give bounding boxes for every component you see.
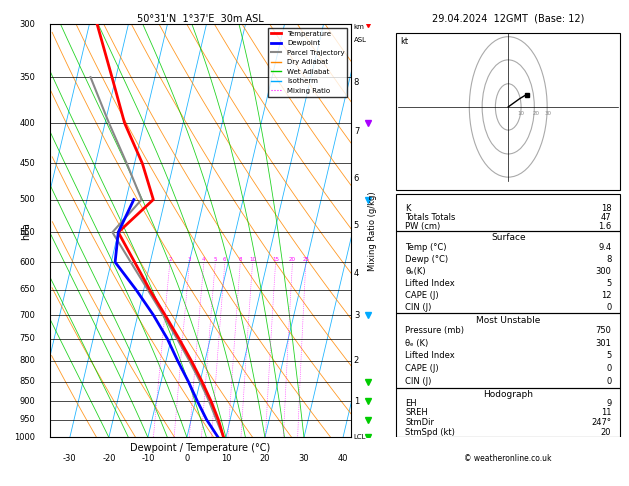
Text: CAPE (J): CAPE (J) bbox=[405, 364, 439, 373]
Text: 10: 10 bbox=[221, 454, 231, 463]
Text: 900: 900 bbox=[19, 397, 35, 406]
Text: 5: 5 bbox=[606, 351, 611, 360]
Text: Pressure (mb): Pressure (mb) bbox=[405, 326, 464, 335]
Text: -30: -30 bbox=[63, 454, 77, 463]
Text: 12: 12 bbox=[601, 291, 611, 300]
Text: 4: 4 bbox=[354, 269, 359, 278]
Text: θₑ (K): θₑ (K) bbox=[405, 339, 428, 347]
Text: 1: 1 bbox=[354, 397, 359, 406]
Text: 500: 500 bbox=[19, 195, 35, 204]
Text: km: km bbox=[354, 24, 365, 30]
Text: 15: 15 bbox=[272, 257, 279, 262]
Text: CIN (J): CIN (J) bbox=[405, 303, 431, 312]
Text: 1.6: 1.6 bbox=[598, 222, 611, 231]
Text: 8: 8 bbox=[354, 78, 359, 87]
Text: 20: 20 bbox=[532, 111, 539, 116]
Text: SREH: SREH bbox=[405, 408, 428, 417]
Text: 10: 10 bbox=[517, 111, 525, 116]
Text: -10: -10 bbox=[141, 454, 155, 463]
Title: 50°31'N  1°37'E  30m ASL: 50°31'N 1°37'E 30m ASL bbox=[137, 14, 264, 23]
Text: 8: 8 bbox=[238, 257, 242, 262]
Text: 400: 400 bbox=[19, 119, 35, 127]
Text: 20: 20 bbox=[601, 428, 611, 437]
Text: 4: 4 bbox=[202, 257, 206, 262]
Text: 950: 950 bbox=[19, 416, 35, 424]
Text: 10: 10 bbox=[249, 257, 256, 262]
Text: 750: 750 bbox=[596, 326, 611, 335]
Text: 300: 300 bbox=[596, 267, 611, 276]
Text: Lifted Index: Lifted Index bbox=[405, 279, 455, 288]
Text: PW (cm): PW (cm) bbox=[405, 222, 440, 231]
Text: 300: 300 bbox=[19, 20, 35, 29]
Text: Surface: Surface bbox=[491, 233, 526, 242]
Title: 29.04.2024  12GMT  (Base: 12): 29.04.2024 12GMT (Base: 12) bbox=[432, 14, 584, 23]
Text: StmDir: StmDir bbox=[405, 418, 434, 427]
FancyBboxPatch shape bbox=[396, 33, 620, 190]
Text: K: K bbox=[405, 204, 411, 213]
Text: 3: 3 bbox=[354, 311, 359, 319]
X-axis label: Dewpoint / Temperature (°C): Dewpoint / Temperature (°C) bbox=[130, 443, 270, 453]
Text: 800: 800 bbox=[19, 356, 35, 365]
Text: Temp (°C): Temp (°C) bbox=[405, 243, 447, 252]
Text: 700: 700 bbox=[19, 311, 35, 319]
Text: 450: 450 bbox=[19, 159, 35, 168]
Text: 9.4: 9.4 bbox=[598, 243, 611, 252]
Text: 20: 20 bbox=[260, 454, 270, 463]
Legend: Temperature, Dewpoint, Parcel Trajectory, Dry Adiabat, Wet Adiabat, Isotherm, Mi: Temperature, Dewpoint, Parcel Trajectory… bbox=[268, 28, 347, 97]
Text: 5: 5 bbox=[354, 222, 359, 230]
Text: 750: 750 bbox=[19, 334, 35, 343]
Text: 600: 600 bbox=[19, 258, 35, 267]
Text: 20: 20 bbox=[289, 257, 296, 262]
Text: Mixing Ratio (g/kg): Mixing Ratio (g/kg) bbox=[368, 191, 377, 271]
Text: StmSpd (kt): StmSpd (kt) bbox=[405, 428, 455, 437]
Text: 40: 40 bbox=[338, 454, 348, 463]
Text: 9: 9 bbox=[606, 399, 611, 408]
Text: 2: 2 bbox=[354, 356, 359, 365]
Text: θₑ(K): θₑ(K) bbox=[405, 267, 426, 276]
Text: 5: 5 bbox=[606, 279, 611, 288]
Text: Most Unstable: Most Unstable bbox=[476, 315, 540, 325]
Text: 6: 6 bbox=[354, 174, 359, 183]
Text: 301: 301 bbox=[596, 339, 611, 347]
Text: 30: 30 bbox=[545, 111, 552, 116]
Text: 7: 7 bbox=[354, 127, 359, 136]
Text: 11: 11 bbox=[601, 408, 611, 417]
Text: 850: 850 bbox=[19, 377, 35, 386]
Text: 8: 8 bbox=[606, 255, 611, 264]
Text: EH: EH bbox=[405, 399, 417, 408]
Text: ASL: ASL bbox=[354, 37, 367, 43]
Text: 0: 0 bbox=[606, 303, 611, 312]
Text: CAPE (J): CAPE (J) bbox=[405, 291, 439, 300]
Text: 247°: 247° bbox=[591, 418, 611, 427]
Text: 25: 25 bbox=[303, 257, 309, 262]
Text: 1000: 1000 bbox=[14, 433, 35, 442]
Text: 18: 18 bbox=[601, 204, 611, 213]
Text: hPa: hPa bbox=[21, 222, 31, 240]
Text: kt: kt bbox=[401, 37, 409, 46]
Text: 650: 650 bbox=[19, 285, 35, 294]
Text: -20: -20 bbox=[102, 454, 116, 463]
Text: LCL: LCL bbox=[354, 434, 366, 440]
Text: Hodograph: Hodograph bbox=[483, 390, 533, 399]
Text: 5: 5 bbox=[214, 257, 217, 262]
Text: 0: 0 bbox=[184, 454, 189, 463]
Text: CIN (J): CIN (J) bbox=[405, 377, 431, 386]
Text: 550: 550 bbox=[19, 228, 35, 237]
Text: Totals Totals: Totals Totals bbox=[405, 213, 455, 222]
Text: 47: 47 bbox=[601, 213, 611, 222]
Text: 0: 0 bbox=[606, 377, 611, 386]
Text: 6: 6 bbox=[223, 257, 226, 262]
Text: 0: 0 bbox=[606, 364, 611, 373]
Text: Lifted Index: Lifted Index bbox=[405, 351, 455, 360]
Text: 3: 3 bbox=[187, 257, 191, 262]
Text: 30: 30 bbox=[299, 454, 309, 463]
Text: 2: 2 bbox=[168, 257, 172, 262]
Text: © weatheronline.co.uk: © weatheronline.co.uk bbox=[464, 454, 552, 463]
Text: Dewp (°C): Dewp (°C) bbox=[405, 255, 448, 264]
Text: 350: 350 bbox=[19, 73, 35, 82]
